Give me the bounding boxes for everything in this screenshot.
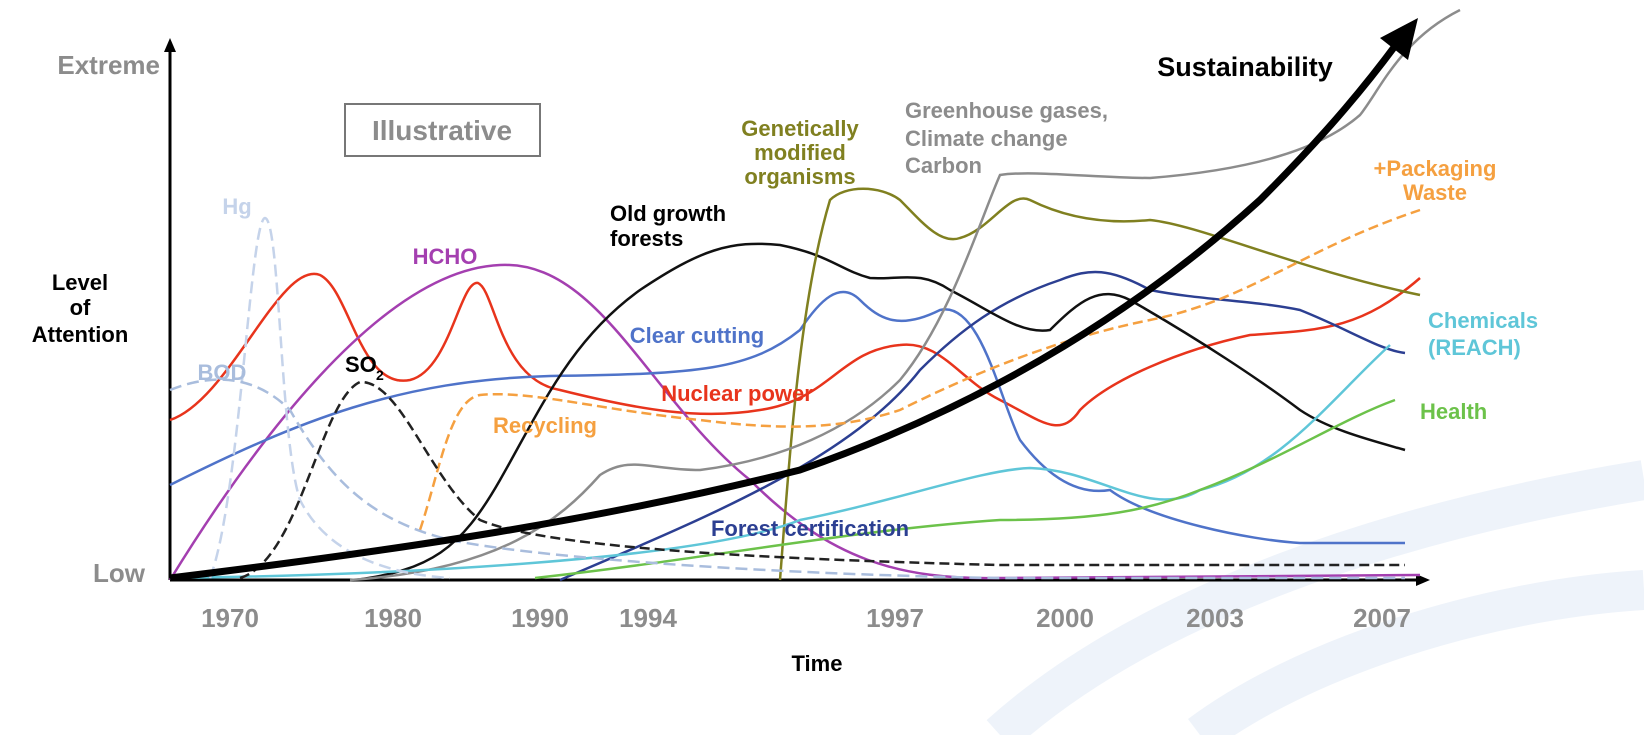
label-gmo: modified: [754, 140, 846, 165]
label-gmo: Genetically: [741, 116, 859, 141]
y-title: Level of Attention: [32, 270, 129, 347]
label-sustainability: Sustainability: [1157, 52, 1333, 82]
x-label: 1970: [201, 603, 259, 633]
x-labels: 1970 1980 1990 1994 1997 2000 2003 2007: [201, 603, 1411, 633]
label-health: Health: [1420, 399, 1487, 424]
label-so2-sub: 2: [376, 367, 384, 383]
label-packaging: Waste: [1403, 180, 1467, 205]
x-label: 2007: [1353, 603, 1411, 633]
curve-labels: Hg HCHO BOD SO 2 Old growth forests Gene…: [198, 52, 1539, 541]
axis-ends: Extreme Low: [57, 50, 160, 588]
label-ghg: Climate change: [905, 126, 1068, 151]
y-title-line: Attention: [32, 322, 129, 347]
label-recycling: Recycling: [493, 413, 597, 438]
label-chemicals: (REACH): [1428, 335, 1521, 360]
x-label: 1980: [364, 603, 422, 633]
note: Illustrative: [372, 115, 512, 146]
label-nuclear: Nuclear power: [661, 381, 813, 406]
label-hg: Hg: [222, 194, 251, 219]
label-packaging: +Packaging: [1374, 156, 1497, 181]
label-hcho: HCHO: [413, 244, 478, 269]
label-bod: BOD: [198, 360, 247, 385]
x-title: Time: [792, 651, 843, 676]
x-label: 1997: [866, 603, 924, 633]
label-so2: SO: [345, 352, 377, 377]
label-forest-cert: Forest certification: [711, 516, 909, 541]
y-title-line: Level: [52, 270, 108, 295]
background-swoosh: [986, 460, 1644, 735]
x-label: 1990: [511, 603, 569, 633]
y-bottom-label: Low: [93, 558, 146, 588]
x-arrow: [1416, 574, 1430, 586]
label-clear-cutting: Clear cutting: [630, 323, 764, 348]
label-old-growth: forests: [610, 226, 683, 251]
y-title-line: of: [70, 295, 91, 320]
label-ghg: Carbon: [905, 153, 982, 178]
y-top-label: Extreme: [57, 50, 160, 80]
label-gmo: organisms: [744, 164, 855, 189]
y-arrow: [164, 38, 176, 52]
label-chemicals: Chemicals: [1428, 308, 1538, 333]
note-box: [344, 103, 541, 157]
curves: [168, 8, 1461, 582]
x-label: 1994: [619, 603, 677, 633]
x-label: 2003: [1186, 603, 1244, 633]
label-ghg: Greenhouse gases,: [905, 98, 1108, 123]
x-label: 2000: [1036, 603, 1094, 633]
label-old-growth: Old growth: [610, 201, 726, 226]
